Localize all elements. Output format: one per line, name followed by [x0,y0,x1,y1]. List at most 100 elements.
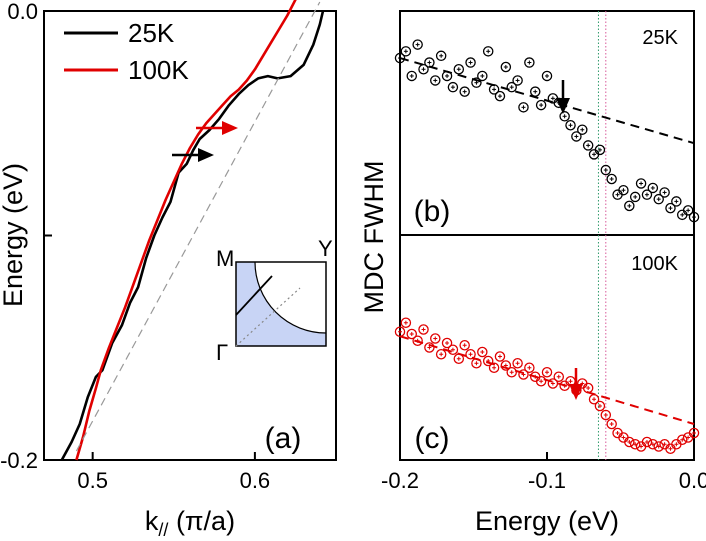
data-point-circle [430,333,441,344]
data-point-circle [524,362,535,373]
data-point-circle [518,102,529,113]
data-point-circle [676,434,688,445]
data-point [471,357,482,369]
data-point [571,131,582,142]
arrow-c [569,368,583,400]
data-point [671,196,682,207]
data-point-circle [529,86,541,97]
data-point-circle [441,70,453,82]
data-point-circle [418,63,429,75]
x-tick-label-c: -0.1 [528,468,566,493]
data-point-circle [600,409,612,421]
inset-label-m: M [216,246,234,271]
data-point-circle [447,81,459,93]
data-point [459,339,470,351]
data-point [647,182,659,194]
data-point-circle [394,52,406,64]
x-tick-label-c: 0.0 [679,468,706,493]
data-point [653,193,664,205]
data-point [512,357,523,369]
data-point-circle [671,196,682,207]
data-point-circle [647,438,659,450]
data-point [524,57,535,68]
data-point-circle [588,393,600,405]
data-point [400,317,412,328]
data-point-circle [559,111,570,122]
x-axis-label-c: Energy (eV) [475,506,619,536]
data-point [482,355,494,367]
data-point-circle [435,348,447,360]
data-point [506,366,517,378]
data-point [565,119,576,131]
data-point-circle [471,77,482,88]
inset-fill [236,262,326,346]
data-point-circle [577,124,588,135]
data-point-circle [424,57,435,68]
panel-a-frame [43,10,337,461]
data-point [588,393,600,405]
data-point-circle [471,357,482,369]
data-point-circle [418,324,429,335]
data-point-circle [477,346,488,358]
data-point [594,144,606,156]
brillouin-zone-inset: M Y Γ [216,236,333,365]
data-point-circle [618,184,629,196]
fit-line-c [399,335,695,425]
data-point [641,189,653,200]
data-point-circle [682,205,694,216]
data-point-circle [494,90,506,102]
data-point [647,438,659,450]
legend-100k-label: 100K [128,55,189,85]
nodal-line [235,287,301,347]
data-point-circle [500,360,512,371]
data-point [682,205,694,216]
data-point-circle [406,328,418,340]
data-point-circle [582,140,594,151]
data-point-circle [506,81,517,93]
data-point [447,81,459,93]
data-point-circle [653,441,664,452]
data-point-circle [465,57,476,68]
y-axis-label-b: MDC FWHM [359,161,389,314]
data-point [441,70,453,82]
data-point-circle [606,418,617,430]
x-axis-label-a: k// (π/a) [145,506,235,540]
data-point [412,335,423,346]
panel-a: 0.0 -0.2 0.5 0.6 25K 100K M Y Γ [0,0,337,540]
data-point-circle [624,436,635,448]
data-point [635,178,647,189]
data-point [529,86,541,97]
data-point-circle [629,191,641,203]
data-point [665,202,676,214]
data-point [629,438,641,450]
data-point-circle [482,46,494,57]
data-point-circle [635,178,647,189]
data-point-circle [512,357,523,369]
data-point-circle [441,337,453,349]
data-point-circle [482,355,494,367]
data-point-circle [488,84,500,95]
data-point [394,326,406,337]
data-point [600,164,612,176]
data-point-circle [424,342,435,353]
data-point [518,369,529,380]
data-point [424,342,435,353]
data-point [453,63,465,75]
data-point-circle [647,182,659,194]
data-point-circle [659,187,670,198]
x-tick-label-a: 0.5 [77,468,108,493]
data-point-circle [524,57,535,68]
data-point-circle [506,366,517,378]
data-point-circle [594,400,606,412]
data-point-circle [500,61,512,73]
data-point-circle [541,366,553,378]
data-point [553,371,565,382]
data-point [447,344,459,355]
data-point [577,124,588,135]
series-line-bare-band [75,1,321,452]
data-point [512,75,523,86]
data-point-circle [412,335,423,346]
data-point [459,86,470,97]
temperature-label-b: 25K [642,27,678,49]
data-point [477,346,488,358]
